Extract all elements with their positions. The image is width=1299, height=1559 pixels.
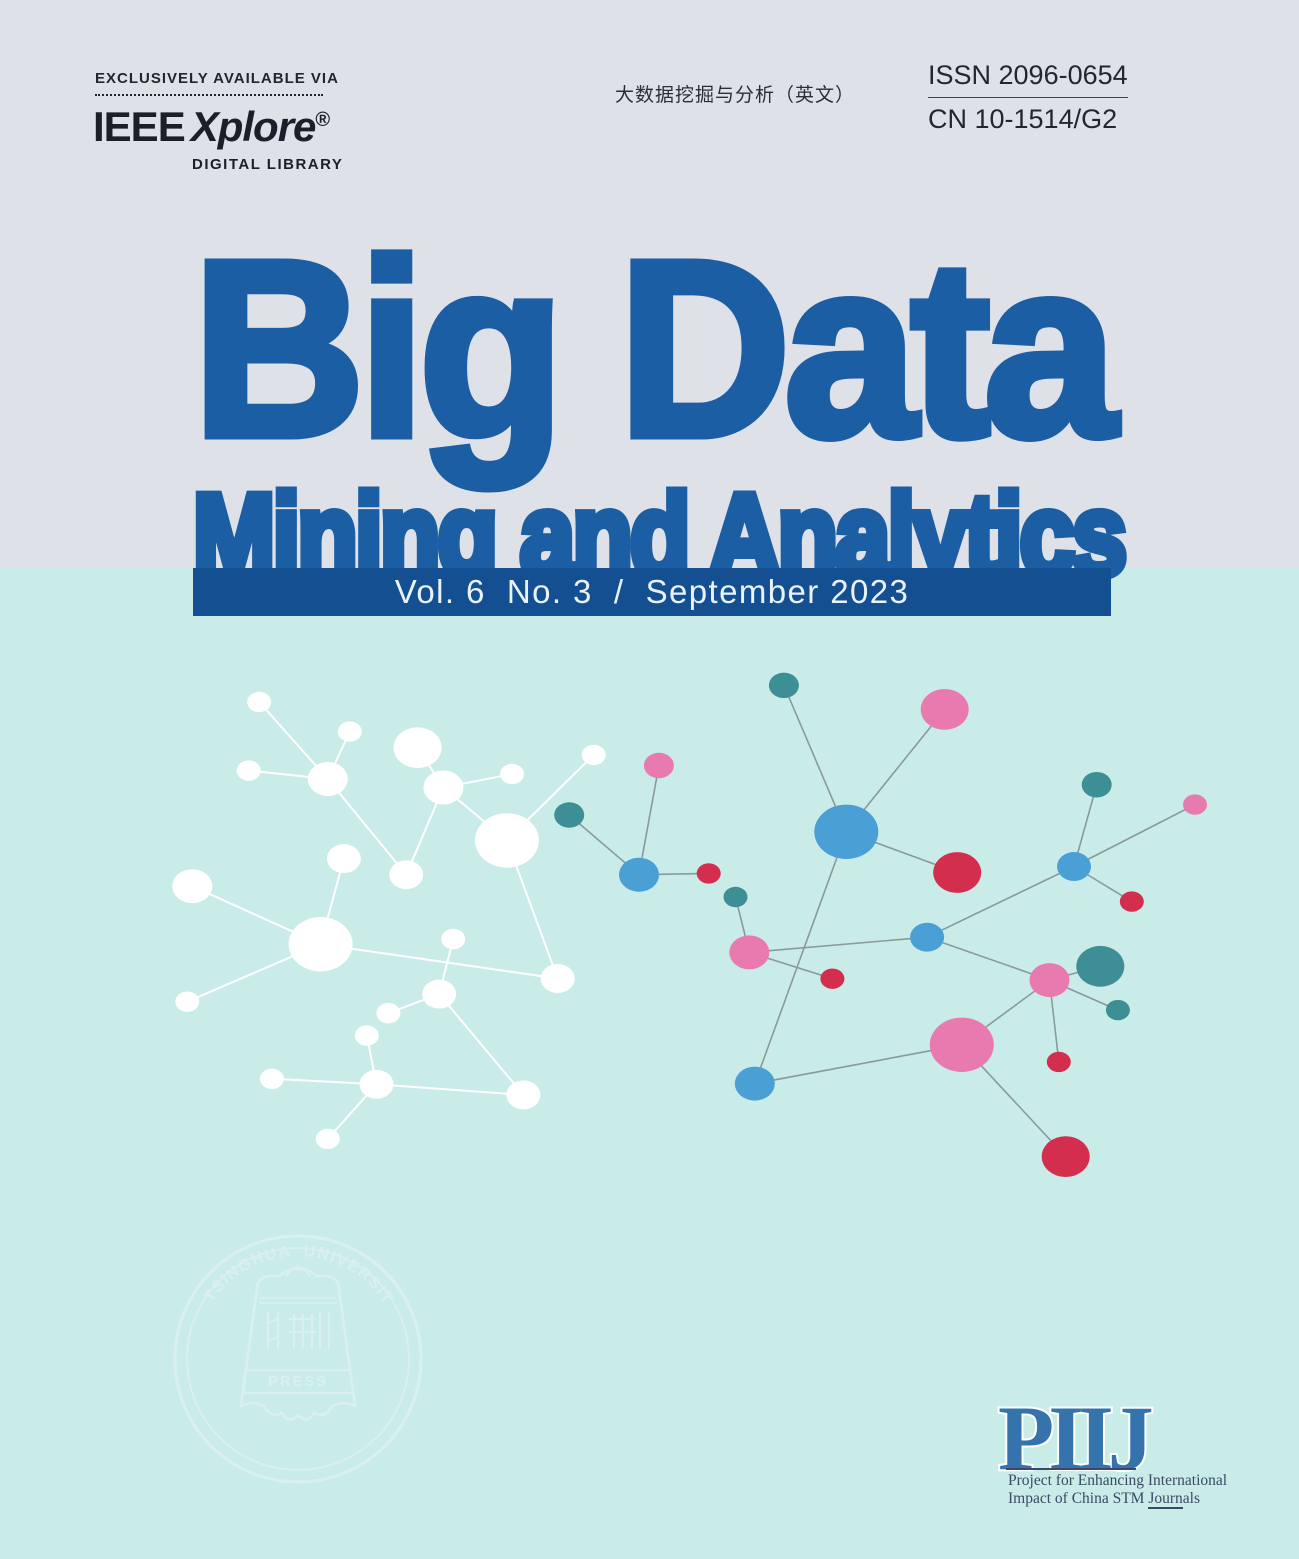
svg-text:UNIVERSITY: UNIVERSITY — [0, 0, 397, 1307]
svg-text:TSINGHUA: TSINGHUA — [201, 1243, 292, 1305]
svg-text:PRESS: PRESS — [268, 1373, 328, 1390]
